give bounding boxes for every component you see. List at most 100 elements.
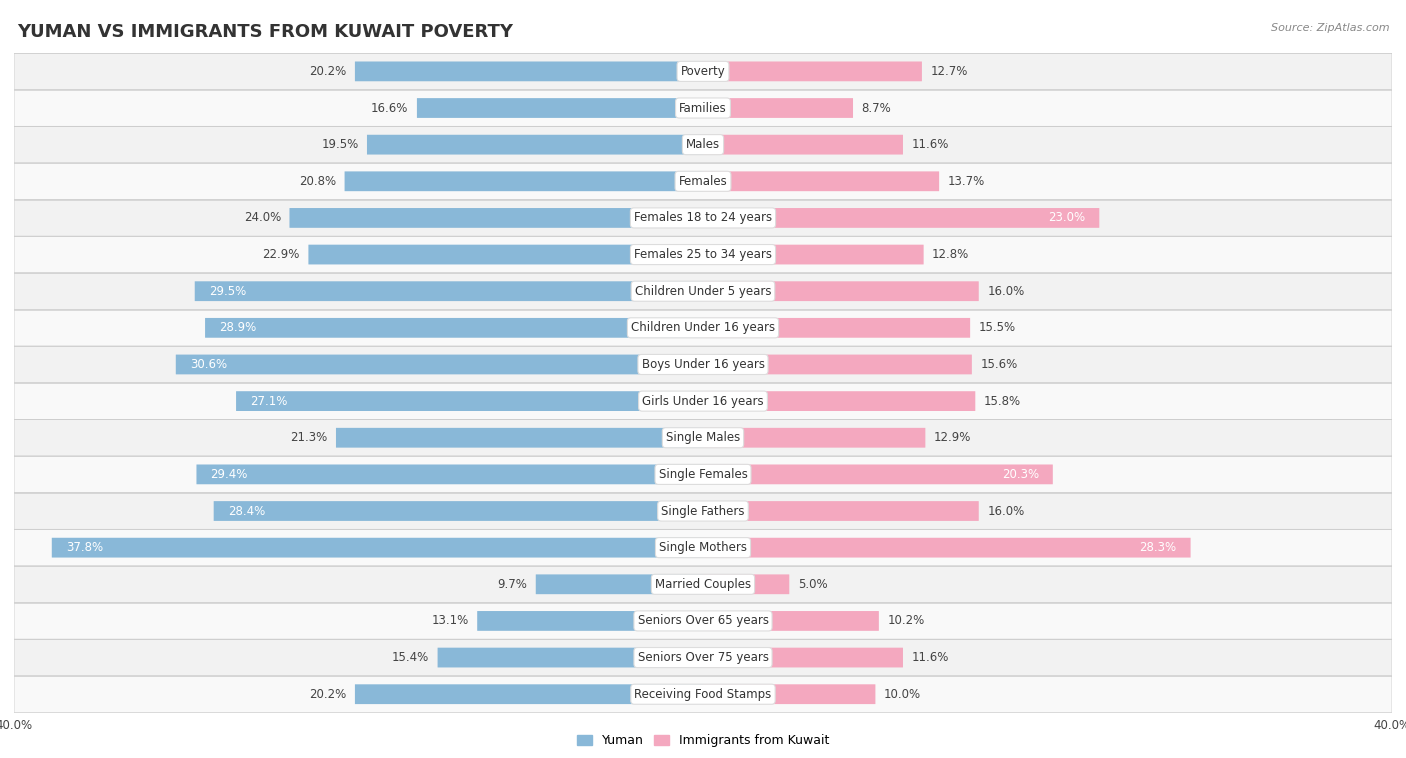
Text: Families: Families bbox=[679, 102, 727, 114]
FancyBboxPatch shape bbox=[703, 391, 976, 411]
Text: 11.6%: 11.6% bbox=[911, 138, 949, 151]
Text: 5.0%: 5.0% bbox=[797, 578, 827, 590]
FancyBboxPatch shape bbox=[14, 236, 1392, 273]
Text: 10.0%: 10.0% bbox=[884, 688, 921, 700]
FancyBboxPatch shape bbox=[703, 245, 924, 265]
FancyBboxPatch shape bbox=[477, 611, 703, 631]
Text: Children Under 5 years: Children Under 5 years bbox=[634, 285, 772, 298]
FancyBboxPatch shape bbox=[14, 566, 1392, 603]
FancyBboxPatch shape bbox=[214, 501, 703, 521]
FancyBboxPatch shape bbox=[703, 318, 970, 338]
Text: 12.8%: 12.8% bbox=[932, 248, 969, 261]
Text: 27.1%: 27.1% bbox=[250, 395, 287, 408]
FancyBboxPatch shape bbox=[354, 684, 703, 704]
FancyBboxPatch shape bbox=[703, 135, 903, 155]
Text: Seniors Over 65 years: Seniors Over 65 years bbox=[637, 615, 769, 628]
FancyBboxPatch shape bbox=[14, 346, 1392, 383]
FancyBboxPatch shape bbox=[290, 208, 703, 228]
Text: Poverty: Poverty bbox=[681, 65, 725, 78]
FancyBboxPatch shape bbox=[703, 501, 979, 521]
Text: 29.4%: 29.4% bbox=[211, 468, 247, 481]
Text: 15.4%: 15.4% bbox=[392, 651, 429, 664]
FancyBboxPatch shape bbox=[14, 603, 1392, 639]
FancyBboxPatch shape bbox=[205, 318, 703, 338]
FancyBboxPatch shape bbox=[354, 61, 703, 81]
Text: 15.6%: 15.6% bbox=[980, 358, 1018, 371]
FancyBboxPatch shape bbox=[14, 163, 1392, 199]
Text: 28.9%: 28.9% bbox=[219, 321, 256, 334]
FancyBboxPatch shape bbox=[703, 281, 979, 301]
FancyBboxPatch shape bbox=[703, 575, 789, 594]
FancyBboxPatch shape bbox=[703, 355, 972, 374]
FancyBboxPatch shape bbox=[703, 537, 1191, 558]
Text: Source: ZipAtlas.com: Source: ZipAtlas.com bbox=[1271, 23, 1389, 33]
FancyBboxPatch shape bbox=[703, 647, 903, 668]
FancyBboxPatch shape bbox=[14, 383, 1392, 419]
Text: 28.4%: 28.4% bbox=[228, 505, 264, 518]
Text: 20.8%: 20.8% bbox=[299, 175, 336, 188]
FancyBboxPatch shape bbox=[703, 465, 1053, 484]
Text: Females 25 to 34 years: Females 25 to 34 years bbox=[634, 248, 772, 261]
Text: YUMAN VS IMMIGRANTS FROM KUWAIT POVERTY: YUMAN VS IMMIGRANTS FROM KUWAIT POVERTY bbox=[17, 23, 513, 41]
Text: 19.5%: 19.5% bbox=[322, 138, 359, 151]
FancyBboxPatch shape bbox=[52, 537, 703, 558]
Text: 16.6%: 16.6% bbox=[371, 102, 409, 114]
FancyBboxPatch shape bbox=[14, 89, 1392, 127]
FancyBboxPatch shape bbox=[195, 281, 703, 301]
FancyBboxPatch shape bbox=[336, 428, 703, 448]
Text: Females: Females bbox=[679, 175, 727, 188]
Text: 13.7%: 13.7% bbox=[948, 175, 984, 188]
FancyBboxPatch shape bbox=[703, 208, 1099, 228]
FancyBboxPatch shape bbox=[703, 61, 922, 81]
FancyBboxPatch shape bbox=[367, 135, 703, 155]
Text: Married Couples: Married Couples bbox=[655, 578, 751, 590]
Text: 22.9%: 22.9% bbox=[263, 248, 299, 261]
FancyBboxPatch shape bbox=[14, 127, 1392, 163]
FancyBboxPatch shape bbox=[236, 391, 703, 411]
FancyBboxPatch shape bbox=[703, 98, 853, 118]
Text: Males: Males bbox=[686, 138, 720, 151]
Text: 15.5%: 15.5% bbox=[979, 321, 1015, 334]
Text: 20.2%: 20.2% bbox=[309, 65, 346, 78]
Text: 12.7%: 12.7% bbox=[931, 65, 967, 78]
Text: Boys Under 16 years: Boys Under 16 years bbox=[641, 358, 765, 371]
FancyBboxPatch shape bbox=[14, 309, 1392, 346]
Text: 21.3%: 21.3% bbox=[290, 431, 328, 444]
Text: 20.2%: 20.2% bbox=[309, 688, 346, 700]
FancyBboxPatch shape bbox=[14, 456, 1392, 493]
FancyBboxPatch shape bbox=[14, 493, 1392, 529]
FancyBboxPatch shape bbox=[197, 465, 703, 484]
FancyBboxPatch shape bbox=[703, 684, 876, 704]
FancyBboxPatch shape bbox=[703, 611, 879, 631]
FancyBboxPatch shape bbox=[437, 647, 703, 668]
FancyBboxPatch shape bbox=[703, 171, 939, 191]
FancyBboxPatch shape bbox=[14, 639, 1392, 676]
Text: 23.0%: 23.0% bbox=[1049, 211, 1085, 224]
Text: 9.7%: 9.7% bbox=[498, 578, 527, 590]
FancyBboxPatch shape bbox=[14, 273, 1392, 309]
Text: 13.1%: 13.1% bbox=[432, 615, 468, 628]
FancyBboxPatch shape bbox=[536, 575, 703, 594]
Text: Seniors Over 75 years: Seniors Over 75 years bbox=[637, 651, 769, 664]
Text: Girls Under 16 years: Girls Under 16 years bbox=[643, 395, 763, 408]
Text: 8.7%: 8.7% bbox=[862, 102, 891, 114]
FancyBboxPatch shape bbox=[344, 171, 703, 191]
FancyBboxPatch shape bbox=[308, 245, 703, 265]
Text: 16.0%: 16.0% bbox=[987, 505, 1025, 518]
Text: 10.2%: 10.2% bbox=[887, 615, 925, 628]
Text: Single Mothers: Single Mothers bbox=[659, 541, 747, 554]
Text: 29.5%: 29.5% bbox=[208, 285, 246, 298]
FancyBboxPatch shape bbox=[176, 355, 703, 374]
FancyBboxPatch shape bbox=[14, 529, 1392, 566]
FancyBboxPatch shape bbox=[703, 428, 925, 448]
FancyBboxPatch shape bbox=[14, 53, 1392, 89]
Text: 16.0%: 16.0% bbox=[987, 285, 1025, 298]
Text: 37.8%: 37.8% bbox=[66, 541, 103, 554]
Legend: Yuman, Immigrants from Kuwait: Yuman, Immigrants from Kuwait bbox=[572, 729, 834, 753]
Text: 28.3%: 28.3% bbox=[1139, 541, 1177, 554]
Text: 11.6%: 11.6% bbox=[911, 651, 949, 664]
Text: Receiving Food Stamps: Receiving Food Stamps bbox=[634, 688, 772, 700]
FancyBboxPatch shape bbox=[14, 199, 1392, 236]
Text: Single Fathers: Single Fathers bbox=[661, 505, 745, 518]
Text: 20.3%: 20.3% bbox=[1001, 468, 1039, 481]
